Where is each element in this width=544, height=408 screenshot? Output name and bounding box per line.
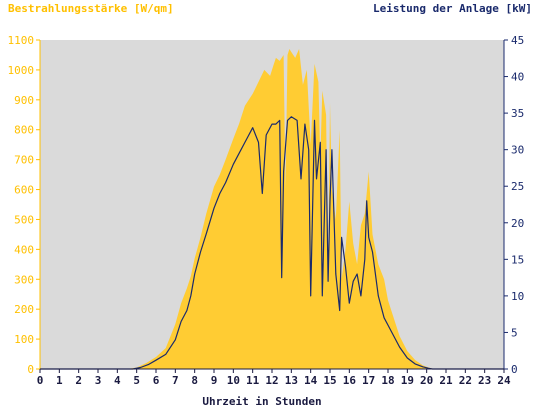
x-tick-label: 21 bbox=[439, 374, 453, 387]
x-tick-label: 24 bbox=[497, 374, 511, 387]
y-left-tick-label: 100 bbox=[14, 333, 34, 346]
x-tick-label: 20 bbox=[420, 374, 433, 387]
y-right-tick-label: 0 bbox=[511, 363, 518, 376]
y-left-tick-label: 300 bbox=[14, 273, 34, 286]
x-tick-label: 3 bbox=[95, 374, 102, 387]
y-right-tick-label: 45 bbox=[511, 34, 524, 47]
x-tick-label: 16 bbox=[343, 374, 357, 387]
x-tick-label: 4 bbox=[114, 374, 121, 387]
x-tick-label: 13 bbox=[285, 374, 298, 387]
x-tick-label: 11 bbox=[246, 374, 260, 387]
axes-layer: 0100200300400500600700800900100011000510… bbox=[8, 34, 525, 387]
y-left-tick-label: 700 bbox=[14, 154, 34, 167]
y-left-tick-label: 1100 bbox=[8, 34, 35, 47]
x-tick-label: 8 bbox=[191, 374, 198, 387]
y-left-tick-label: 0 bbox=[27, 363, 34, 376]
y-left-tick-label: 900 bbox=[14, 94, 34, 107]
y-left-tick-label: 400 bbox=[14, 243, 34, 256]
x-tick-label: 19 bbox=[401, 374, 414, 387]
power-layer bbox=[40, 116, 504, 370]
y-right-tick-label: 15 bbox=[511, 253, 524, 266]
power-line bbox=[40, 116, 504, 370]
x-tick-label: 23 bbox=[478, 374, 491, 387]
y-right-tick-label: 10 bbox=[511, 290, 524, 303]
y-right-tick-label: 5 bbox=[511, 326, 518, 339]
x-tick-label: 15 bbox=[323, 374, 336, 387]
y-left-tick-label: 200 bbox=[14, 303, 34, 316]
y-left-tick-label: 500 bbox=[14, 213, 34, 226]
y-right-tick-label: 20 bbox=[511, 217, 524, 230]
y-left-tick-label: 600 bbox=[14, 184, 34, 197]
x-tick-label: 1 bbox=[56, 374, 63, 387]
x-tick-label: 2 bbox=[75, 374, 82, 387]
y-left-tick-label: 800 bbox=[14, 124, 34, 137]
x-tick-label: 5 bbox=[133, 374, 140, 387]
x-tick-label: 6 bbox=[153, 374, 160, 387]
right-axis-title: Leistung der Anlage [kW] bbox=[373, 2, 532, 15]
x-tick-label: 12 bbox=[265, 374, 278, 387]
y-right-tick-label: 25 bbox=[511, 180, 524, 193]
x-tick-label: 14 bbox=[304, 374, 318, 387]
x-tick-label: 10 bbox=[227, 374, 240, 387]
x-tick-label: 18 bbox=[381, 374, 394, 387]
x-tick-label: 9 bbox=[211, 374, 218, 387]
y-left-tick-label: 1000 bbox=[8, 64, 35, 77]
x-tick-label: 17 bbox=[362, 374, 375, 387]
x-axis-label: Uhrzeit in Stunden bbox=[202, 395, 321, 408]
x-tick-label: 22 bbox=[459, 374, 472, 387]
left-axis-title: Bestrahlungsstärke [W/qm] bbox=[8, 2, 174, 15]
y-right-tick-label: 30 bbox=[511, 144, 524, 157]
y-right-tick-label: 40 bbox=[511, 71, 524, 84]
x-tick-label: 0 bbox=[37, 374, 44, 387]
x-tick-label: 7 bbox=[172, 374, 179, 387]
y-right-tick-label: 35 bbox=[511, 107, 524, 120]
